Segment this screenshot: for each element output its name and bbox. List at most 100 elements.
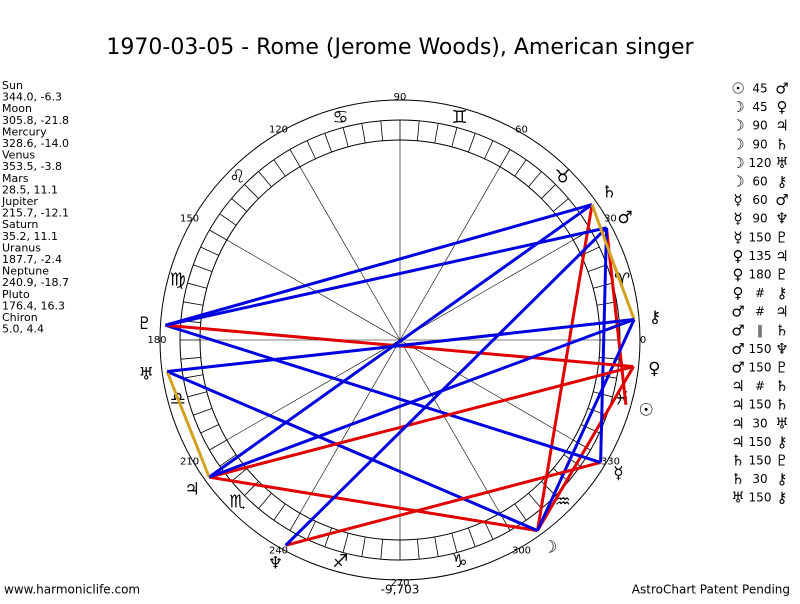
aspect-type: ‖ bbox=[757, 323, 763, 337]
aspect-to: ♄ bbox=[775, 321, 788, 339]
degree-label: 300 bbox=[512, 545, 531, 556]
aspect-type: 90 bbox=[752, 119, 767, 133]
ring-tick bbox=[552, 198, 569, 212]
planet-glyph: ☉ bbox=[638, 401, 653, 421]
ring-tick bbox=[273, 503, 286, 521]
ring-tick bbox=[187, 391, 207, 398]
planet-name: Pluto bbox=[2, 288, 30, 301]
aspect-type: 150 bbox=[749, 491, 772, 505]
spoke bbox=[399, 339, 501, 514]
ring-tick bbox=[258, 171, 272, 188]
aspect-from: ♃ bbox=[731, 433, 744, 451]
ring-tick bbox=[324, 133, 332, 153]
aspect-type: # bbox=[755, 286, 765, 300]
ring-tick bbox=[380, 539, 383, 560]
degree-label: 180 bbox=[147, 335, 166, 346]
planet-name: Venus bbox=[2, 149, 35, 162]
aspect-to: ♆ bbox=[775, 210, 788, 228]
sign-glyph: ♊ bbox=[451, 107, 467, 128]
aspect-line bbox=[605, 227, 628, 405]
aspect-line bbox=[208, 365, 634, 479]
aspect-to: ⚷ bbox=[777, 284, 788, 302]
planet-name: Mars bbox=[2, 172, 29, 185]
ring-tick bbox=[306, 521, 316, 540]
degree-label: 0 bbox=[640, 335, 646, 346]
ring-tick bbox=[417, 120, 420, 141]
ring-tick bbox=[593, 282, 613, 289]
aspect-line bbox=[165, 370, 211, 478]
aspect-from: ☿ bbox=[733, 228, 742, 246]
ring-tick bbox=[183, 301, 204, 306]
spoke bbox=[399, 339, 574, 441]
ring-tick bbox=[342, 533, 349, 553]
sign-glyph: ♐ bbox=[332, 551, 348, 572]
ring-tick bbox=[434, 536, 439, 557]
planet-glyph: ☿ bbox=[613, 463, 623, 483]
aspect-from: ♂ bbox=[731, 359, 744, 377]
planet-position: 240.9, -18.7 bbox=[2, 276, 69, 289]
ring-tick bbox=[219, 454, 237, 467]
ring-tick bbox=[451, 127, 458, 147]
aspect-to: ⚷ bbox=[777, 433, 788, 451]
ring-tick bbox=[484, 521, 494, 540]
planet-glyph: ⚷ bbox=[649, 308, 661, 328]
sign-glyph: ♑ bbox=[451, 551, 467, 572]
aspect-to: ♃ bbox=[775, 247, 788, 265]
degree-label: 30 bbox=[604, 214, 617, 225]
planet-name: Uranus bbox=[2, 241, 41, 254]
aspect-from: ♀ bbox=[733, 266, 744, 284]
planet-name: Jupiter bbox=[1, 195, 38, 208]
ring-tick bbox=[468, 133, 476, 153]
spoke bbox=[399, 166, 501, 341]
sign-glyph: ♉ bbox=[555, 166, 571, 187]
aspect-type: 90 bbox=[752, 137, 767, 151]
ring-tick bbox=[361, 536, 366, 557]
aspect-type: 120 bbox=[749, 156, 772, 170]
sign-glyph: ♏ bbox=[229, 492, 245, 513]
planet-position: 305.8, -21.8 bbox=[2, 114, 69, 127]
aspect-to: ♇ bbox=[775, 359, 788, 377]
aspect-line bbox=[285, 460, 601, 547]
aspect-line bbox=[208, 203, 593, 479]
aspect-type: 60 bbox=[752, 175, 767, 189]
aspect-to: ♃ bbox=[775, 117, 788, 135]
aspect-from: ☽ bbox=[731, 117, 744, 135]
planet-position: 176.4, 16.3 bbox=[2, 299, 65, 312]
ring-tick bbox=[183, 374, 204, 379]
ring-tick bbox=[528, 492, 542, 509]
degree-label: 330 bbox=[601, 457, 620, 468]
degree-label: 150 bbox=[180, 214, 199, 225]
ring-tick bbox=[573, 439, 591, 451]
aspect-type: 180 bbox=[749, 268, 772, 282]
ring-tick bbox=[209, 439, 227, 451]
aspect-type: 90 bbox=[752, 212, 767, 226]
planet-position: 344.0, -6.3 bbox=[2, 91, 62, 104]
aspect-from: ☿ bbox=[733, 191, 742, 209]
aspect-from: ♂ bbox=[731, 340, 744, 358]
aspect-line bbox=[165, 323, 602, 464]
ring-tick bbox=[193, 408, 213, 416]
sign-glyph: ♌ bbox=[229, 166, 245, 187]
planet-glyph: ♅ bbox=[139, 364, 154, 384]
ring-tick bbox=[193, 264, 213, 272]
spoke bbox=[399, 239, 574, 341]
spoke bbox=[299, 339, 401, 514]
planet-glyph: ♃ bbox=[184, 479, 199, 499]
ring-tick bbox=[324, 527, 332, 547]
ring-tick bbox=[289, 513, 301, 531]
ring-tick bbox=[273, 159, 286, 177]
aspect-from: ♂ bbox=[731, 303, 744, 321]
aspect-line bbox=[166, 318, 635, 373]
sign-glyph: ♋ bbox=[332, 107, 348, 128]
ring-tick bbox=[231, 468, 248, 482]
planet-position: 353.5, -3.8 bbox=[2, 160, 62, 173]
aspect-from: ♃ bbox=[731, 414, 744, 432]
ring-tick bbox=[200, 424, 219, 434]
planet-name: Moon bbox=[2, 102, 32, 115]
aspect-type: 150 bbox=[749, 398, 772, 412]
footer-left: www.harmoniclife.com bbox=[4, 583, 140, 597]
ring-tick bbox=[451, 533, 458, 553]
planet-glyph: ☽ bbox=[542, 538, 557, 558]
aspect-to: ♂ bbox=[775, 191, 788, 209]
